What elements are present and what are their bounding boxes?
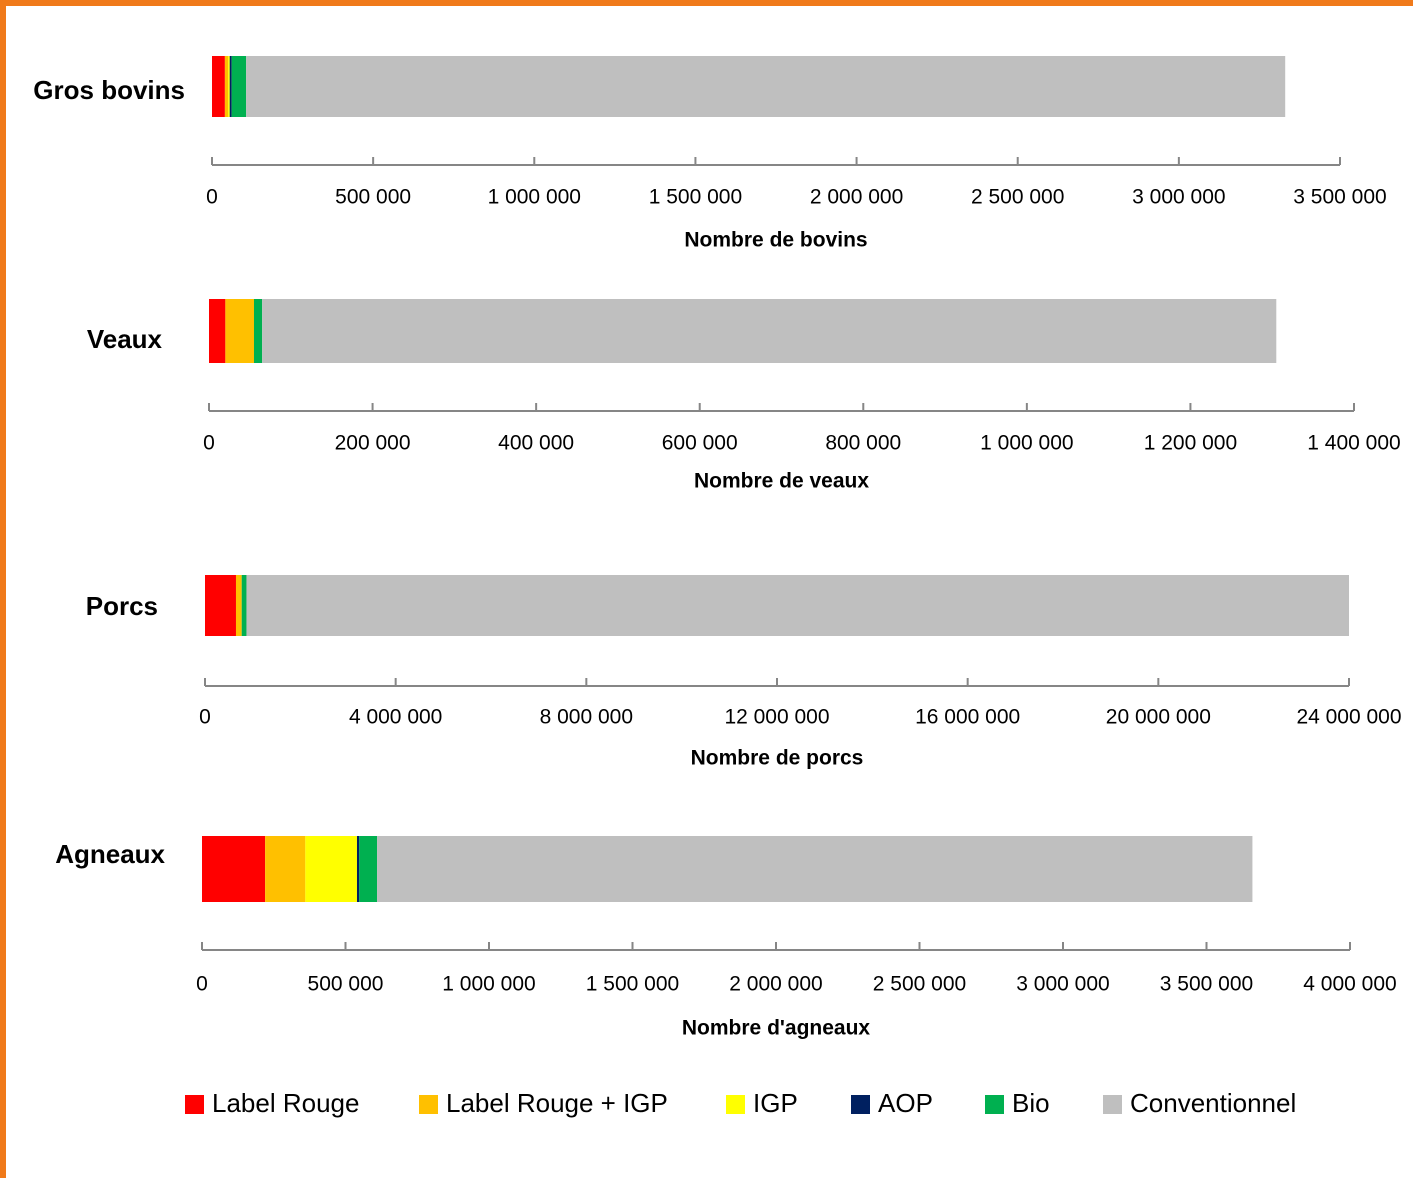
legend-item-label-rouge: Label Rouge: [185, 1088, 359, 1118]
bar-porcs-bio: [241, 575, 247, 636]
x-tick-label-veaux: 0: [203, 432, 215, 455]
x-tick-label-gros-bovins: 2 500 000: [971, 186, 1064, 209]
legend-item-label-rouge-igp: Label Rouge + IGP: [419, 1088, 668, 1118]
x-tick-label-porcs: 8 000 000: [540, 706, 633, 729]
legend-swatch-igp: [726, 1095, 745, 1114]
bar-veaux-label-rouge: [209, 299, 226, 363]
x-tick-label-veaux: 600 000: [662, 432, 738, 455]
panels: Gros bovins 0 500 000 1 000 000 1 500 000 2 0…: [33, 56, 1402, 1040]
x-tick-label-gros-bovins: 1 000 000: [488, 186, 581, 209]
x-tick-label-gros-bovins: 2 000 000: [810, 186, 903, 209]
x-tick-label-gros-bovins: 3 500 000: [1293, 186, 1386, 209]
bar-gros-bovins-conventionnel: [246, 56, 1286, 117]
x-tick-label-agneaux: 1 000 000: [442, 973, 535, 996]
bar-agneaux-label-rouge-igp: [265, 836, 306, 902]
bar-gros-bovins-igp: [228, 56, 230, 117]
category-label-porcs: Porcs: [86, 591, 158, 621]
legend-item-aop: AOP: [851, 1088, 933, 1118]
bar-agneaux-conventionnel: [377, 836, 1253, 902]
bar-veaux-conventionnel: [262, 299, 1277, 363]
panel-porcs: Porcs 0 4 000 000 8 000 000 12 000 000 16 000…: [86, 575, 1402, 770]
x-tick-label-gros-bovins: 500 000: [335, 186, 411, 209]
panel-gros-bovins: Gros bovins 0 500 000 1 000 000 1 500 000 2 0…: [33, 56, 1387, 252]
legend-swatch-conventionnel: [1103, 1095, 1122, 1114]
category-label-agneaux: Agneaux: [55, 839, 165, 869]
bar-agneaux-bio: [359, 836, 378, 902]
x-tick-label-veaux: 200 000: [335, 432, 411, 455]
x-tick-label-agneaux: 4 000 000: [1303, 973, 1396, 996]
x-tick-label-porcs: 24 000 000: [1296, 706, 1401, 729]
legend-swatch-label-rouge-igp: [419, 1095, 438, 1114]
x-axis-label-agneaux: Nombre d'agneaux: [682, 1017, 871, 1040]
x-tick-label-veaux: 1 000 000: [980, 432, 1073, 455]
legend-item-igp: IGP: [726, 1088, 798, 1118]
x-tick-label-agneaux: 2 500 000: [873, 973, 966, 996]
panel-veaux: Veaux 0 200 000 400 000 600 000 800 000 1 000 …: [87, 299, 1401, 493]
bar-veaux-bio: [253, 299, 263, 363]
bar-gros-bovins-label-rouge-igp: [224, 56, 229, 117]
bar-gros-bovins-label-rouge: [212, 56, 225, 117]
bar-porcs-label-rouge-igp: [235, 575, 242, 636]
x-tick-label-agneaux: 2 000 000: [729, 973, 822, 996]
bar-gros-bovins-aop: [229, 56, 232, 117]
legend-label-bio: Bio: [1012, 1088, 1050, 1118]
category-label-veaux: Veaux: [87, 324, 163, 354]
legend-item-bio: Bio: [985, 1088, 1050, 1118]
legend-label-aop: AOP: [878, 1088, 933, 1118]
x-tick-label-gros-bovins: 1 500 000: [649, 186, 742, 209]
legend-label-conventionnel: Conventionnel: [1130, 1088, 1296, 1118]
legend-swatch-label-rouge: [185, 1095, 204, 1114]
legend-swatch-aop: [851, 1095, 870, 1114]
legend-label-igp: IGP: [753, 1088, 798, 1118]
x-tick-label-agneaux: 3 500 000: [1160, 973, 1253, 996]
bar-agneaux-igp: [305, 836, 357, 902]
legend-swatch-bio: [985, 1095, 1004, 1114]
bar-porcs-conventionnel: [246, 575, 1350, 636]
x-tick-label-porcs: 0: [199, 706, 211, 729]
x-tick-label-porcs: 4 000 000: [349, 706, 442, 729]
bar-agneaux-aop: [356, 836, 360, 902]
legend-item-conventionnel: Conventionnel: [1103, 1088, 1296, 1118]
x-tick-label-agneaux: 1 500 000: [586, 973, 679, 996]
x-tick-label-gros-bovins: 3 000 000: [1132, 186, 1225, 209]
x-tick-label-porcs: 16 000 000: [915, 706, 1020, 729]
x-tick-label-agneaux: 0: [196, 973, 208, 996]
x-tick-label-gros-bovins: 0: [206, 186, 218, 209]
x-tick-label-porcs: 20 000 000: [1106, 706, 1211, 729]
bar-veaux-label-rouge-igp: [225, 299, 254, 363]
x-tick-label-veaux: 1 400 000: [1307, 432, 1400, 455]
legend-label-label-rouge-igp: Label Rouge + IGP: [446, 1088, 668, 1118]
category-label-gros-bovins: Gros bovins: [33, 75, 185, 105]
legend: Label Rouge Label Rouge + IGP IGP AOP Bio Con…: [185, 1088, 1296, 1118]
x-tick-label-veaux: 1 200 000: [1144, 432, 1237, 455]
panel-agneaux: Agneaux 0 500 000 1 000 000 1 500 000 2 000 0…: [55, 836, 1397, 1040]
legend-label-label-rouge: Label Rouge: [212, 1088, 359, 1118]
bar-gros-bovins-bio: [231, 56, 247, 117]
x-tick-label-agneaux: 3 000 000: [1016, 973, 1109, 996]
x-axis-label-veaux: Nombre de veaux: [694, 470, 869, 493]
x-axis-label-porcs: Nombre de porcs: [691, 747, 864, 770]
bar-porcs-label-rouge: [205, 575, 236, 636]
x-tick-label-veaux: 400 000: [498, 432, 574, 455]
x-axis-label-gros-bovins: Nombre de bovins: [684, 229, 867, 252]
bar-agneaux-label-rouge: [202, 836, 266, 902]
x-tick-label-porcs: 12 000 000: [724, 706, 829, 729]
x-tick-label-veaux: 800 000: [825, 432, 901, 455]
x-tick-label-agneaux: 500 000: [308, 973, 384, 996]
